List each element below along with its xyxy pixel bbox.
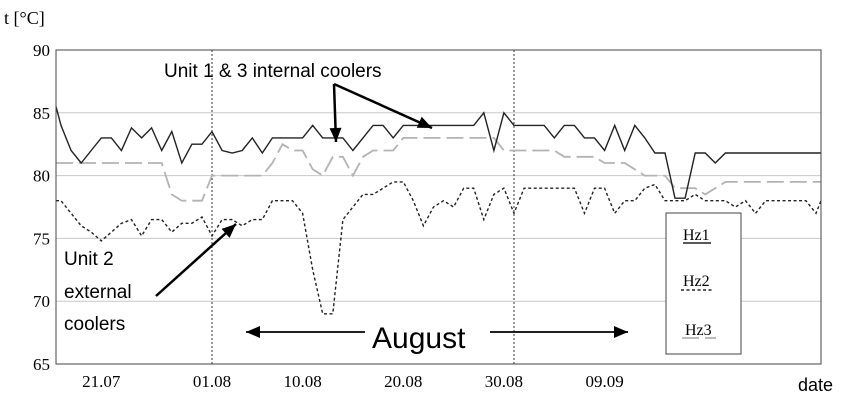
series-hz2 <box>56 181 822 315</box>
y-tick-75: 75 <box>33 229 50 248</box>
legend-label-hz1: Hz1 <box>683 227 710 244</box>
y-tick-65: 65 <box>33 355 50 374</box>
series-lines <box>55 106 822 315</box>
x-tick-21.07: 21.07 <box>82 372 121 391</box>
series-hz3 <box>56 136 821 202</box>
annotation-internal-coolers: Unit 1 & 3 internal coolers <box>164 61 382 82</box>
august-span-label: August <box>372 322 466 355</box>
month-boundary-lines <box>211 50 515 364</box>
arrow-internal-2-head <box>416 116 432 128</box>
y-axis-label: t [°C] <box>4 8 45 28</box>
x-tick-labels: 21.07 01.08 10.08 20.08 30.08 09.09 <box>82 372 624 391</box>
arrow-august-right-head <box>614 326 628 338</box>
arrow-external-head <box>221 224 236 238</box>
series-hz1 <box>55 106 821 199</box>
annotation-unit2-line2: external <box>64 282 132 303</box>
legend-label-hz3: Hz3 <box>685 322 712 339</box>
x-tick-01.08: 01.08 <box>193 372 231 391</box>
arrow-internal-1-head <box>329 127 342 142</box>
y-tick-90: 90 <box>33 41 50 60</box>
arrow-internal-2-shaft <box>333 82 433 130</box>
x-tick-30.08: 30.08 <box>485 372 523 391</box>
y-tick-80: 80 <box>33 167 50 186</box>
x-tick-20.08: 20.08 <box>384 372 422 391</box>
annotation-unit2-line3: coolers <box>64 314 125 335</box>
y-tick-70: 70 <box>33 292 50 311</box>
y-tick-85: 85 <box>33 104 50 123</box>
annotation-arrows <box>155 82 628 338</box>
arrow-external-shaft <box>155 223 237 297</box>
legend: Hz1 Hz2 Hz3 <box>665 212 742 355</box>
legend-box <box>665 212 742 355</box>
x-tick-10.08: 10.08 <box>283 372 321 391</box>
x-axis-label: date <box>798 375 833 395</box>
y-tick-labels: 65 70 75 80 85 90 <box>33 41 50 374</box>
arrow-august-left-head <box>246 326 260 338</box>
x-tick-09.09: 09.09 <box>585 372 623 391</box>
plot-frame <box>55 49 822 365</box>
annotation-unit2-line1: Unit 2 <box>64 249 114 270</box>
legend-label-hz2: Hz2 <box>683 273 710 290</box>
